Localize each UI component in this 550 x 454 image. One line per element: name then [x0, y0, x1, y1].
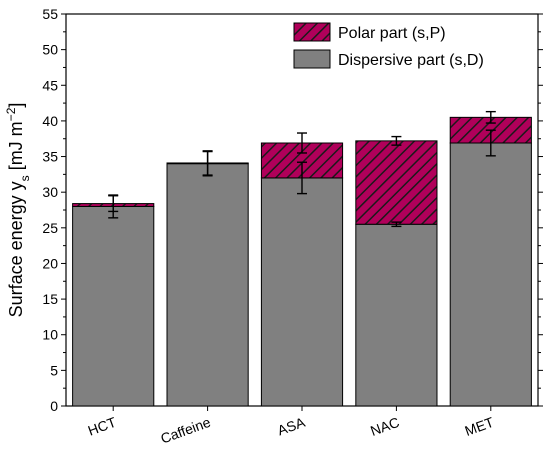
y-axis-title-unit: [mJ m [6, 121, 26, 175]
y-tick-label: 35 [42, 149, 58, 165]
y-axis-title: Surface energy ys [mJ m−2] [4, 103, 32, 318]
bar-dispersive-met [449, 142, 532, 407]
error-bars [108, 110, 496, 228]
bars [72, 116, 532, 407]
legend: Polar part (s,P) Dispersive part (s,D) [293, 22, 484, 69]
y-axis-title-close: ] [6, 103, 26, 108]
y-axis: 0 5 10 15 20 25 30 35 40 45 50 55 [42, 6, 543, 414]
bar-dispersive-nac [355, 223, 438, 407]
x-tick-label-nac: NAC [368, 414, 401, 439]
y-tick-label: 50 [42, 42, 58, 58]
x-tick-label-asa: ASA [275, 414, 307, 439]
legend-label-polar: Polar part (s,P) [338, 25, 446, 42]
y-tick-label: 25 [42, 220, 58, 236]
y-axis-title-exp: −2 [4, 107, 18, 121]
legend-label-dispersive: Dispersive part (s,D) [338, 52, 484, 69]
y-tick-label: 30 [42, 184, 58, 200]
x-tick-label-caffeine: Caffeine [158, 414, 212, 447]
y-tick-label: 0 [50, 398, 58, 414]
x-axis: HCT Caffeine ASA NAC MET [86, 406, 497, 447]
bar-polar-nac [355, 140, 438, 225]
y-axis-title-sub: s [18, 175, 32, 181]
y-tick-label: 45 [42, 77, 58, 93]
y-axis-title-main: Surface energy y [6, 181, 26, 317]
legend-swatch-polar [293, 22, 331, 42]
bar-dispersive-caffeine [166, 163, 249, 407]
x-tick-label-hct: HCT [86, 414, 119, 439]
y-tick-label: 20 [42, 255, 58, 271]
bar-dispersive-asa [260, 177, 344, 407]
y-tick-label: 5 [50, 362, 58, 378]
y-tick-label: 15 [42, 291, 58, 307]
y-tick-label: 40 [42, 113, 58, 129]
y-tick-label: 55 [42, 6, 58, 22]
bar-dispersive-hct [72, 205, 155, 407]
legend-swatch-dispersive [293, 49, 331, 69]
x-tick-label-met: MET [463, 414, 497, 439]
y-tick-label: 10 [42, 327, 58, 343]
